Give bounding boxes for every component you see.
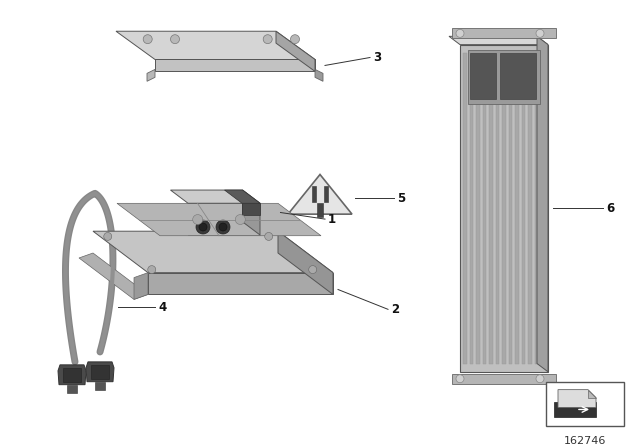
Polygon shape <box>515 52 518 364</box>
Circle shape <box>216 220 230 234</box>
Bar <box>67 385 77 392</box>
Polygon shape <box>496 52 499 364</box>
Polygon shape <box>58 365 86 385</box>
Circle shape <box>536 375 544 383</box>
Bar <box>312 186 316 202</box>
Circle shape <box>291 34 300 43</box>
Polygon shape <box>470 52 473 364</box>
Polygon shape <box>522 52 525 364</box>
Bar <box>452 28 556 39</box>
Polygon shape <box>276 31 315 71</box>
Polygon shape <box>86 362 114 382</box>
Circle shape <box>104 233 112 241</box>
Polygon shape <box>460 45 548 372</box>
Polygon shape <box>170 190 260 203</box>
Bar <box>554 401 596 418</box>
Polygon shape <box>278 231 333 294</box>
Circle shape <box>456 375 464 383</box>
Circle shape <box>143 34 152 43</box>
Polygon shape <box>242 203 260 215</box>
Text: 162746: 162746 <box>564 436 606 446</box>
Polygon shape <box>91 365 109 379</box>
Circle shape <box>265 233 273 241</box>
Polygon shape <box>463 52 467 364</box>
Circle shape <box>196 220 210 234</box>
Circle shape <box>170 34 179 43</box>
Polygon shape <box>588 390 596 397</box>
Polygon shape <box>509 52 512 364</box>
Circle shape <box>219 223 227 231</box>
Polygon shape <box>188 203 260 235</box>
Circle shape <box>193 215 203 224</box>
Bar <box>317 203 323 217</box>
Bar <box>470 52 496 99</box>
Text: 2: 2 <box>391 303 399 316</box>
Bar <box>324 186 328 202</box>
Polygon shape <box>79 253 148 299</box>
Polygon shape <box>529 52 532 364</box>
Polygon shape <box>288 174 352 214</box>
Text: 1: 1 <box>328 213 336 226</box>
Polygon shape <box>558 390 596 408</box>
Polygon shape <box>490 52 493 364</box>
Text: 4: 4 <box>158 301 166 314</box>
Circle shape <box>263 34 272 43</box>
Polygon shape <box>148 273 333 294</box>
Polygon shape <box>315 69 323 81</box>
Text: 5: 5 <box>397 192 405 205</box>
Bar <box>95 382 105 390</box>
Polygon shape <box>502 52 506 364</box>
Polygon shape <box>537 36 548 372</box>
Circle shape <box>236 215 245 224</box>
Polygon shape <box>63 368 81 382</box>
Bar <box>500 52 536 99</box>
Circle shape <box>308 266 317 274</box>
Polygon shape <box>541 52 545 364</box>
Polygon shape <box>93 231 333 273</box>
Text: 3: 3 <box>373 51 381 64</box>
Circle shape <box>199 223 207 231</box>
Polygon shape <box>483 52 486 364</box>
Polygon shape <box>116 31 315 60</box>
Polygon shape <box>134 273 148 299</box>
Polygon shape <box>449 36 548 45</box>
Bar <box>468 50 540 104</box>
Bar <box>546 382 624 426</box>
Circle shape <box>456 30 464 37</box>
Polygon shape <box>476 52 479 364</box>
Circle shape <box>148 266 156 274</box>
Polygon shape <box>147 69 155 81</box>
Bar <box>452 374 556 383</box>
Polygon shape <box>535 52 538 364</box>
Polygon shape <box>225 190 260 203</box>
Text: 6: 6 <box>606 202 614 215</box>
Circle shape <box>536 30 544 37</box>
Polygon shape <box>117 203 321 236</box>
Polygon shape <box>243 190 260 235</box>
Polygon shape <box>155 60 315 71</box>
